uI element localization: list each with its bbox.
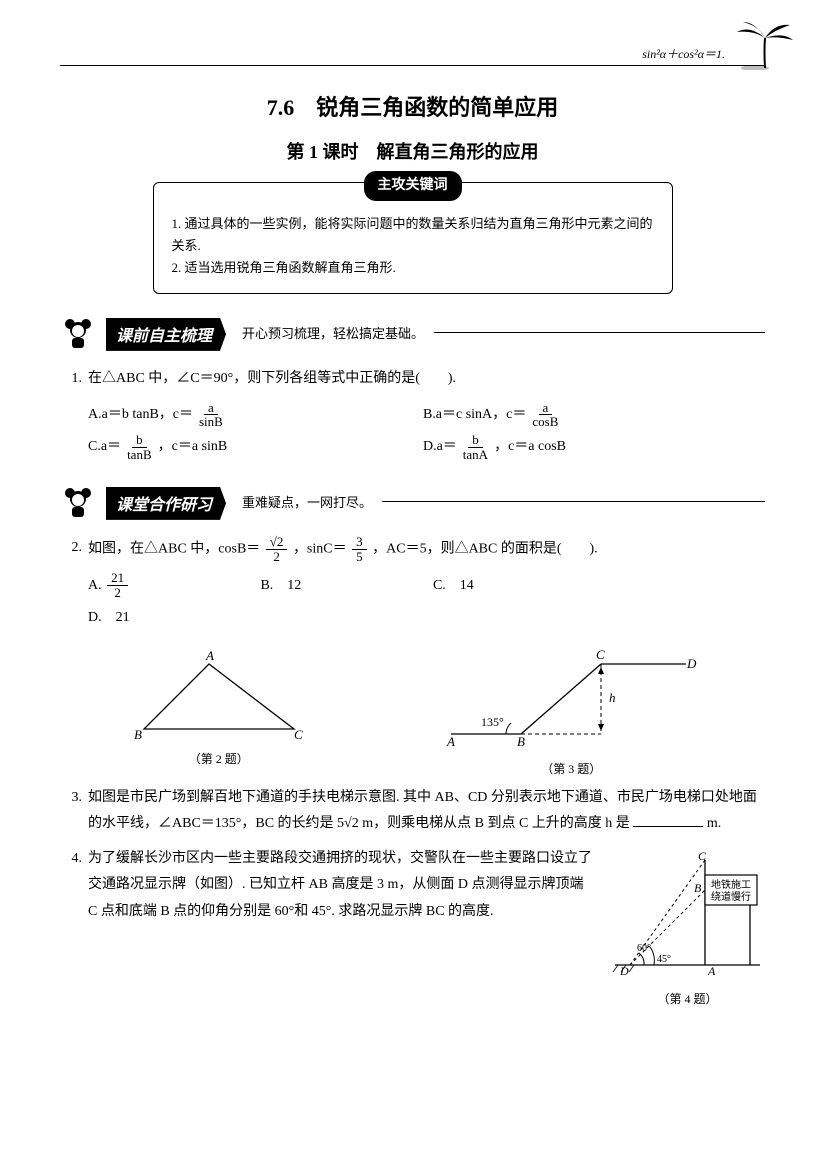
svg-text:60°: 60° bbox=[637, 943, 651, 954]
problem-number: 1. bbox=[60, 366, 88, 463]
frac-num: a bbox=[204, 401, 218, 416]
problem-number: 3. bbox=[60, 785, 88, 838]
option-a: A. 212 bbox=[88, 570, 250, 602]
section-preview-head: 课前自主梳理 开心预习梳理，轻松搞定基础。 bbox=[60, 316, 765, 352]
header-formula: sin²α＋cos²α＝1. bbox=[642, 45, 725, 62]
figure-2: A B C （第 2 题） bbox=[124, 644, 314, 781]
frac-num: 3 bbox=[352, 535, 367, 550]
frac-den: tanA bbox=[459, 448, 492, 462]
option-label: D. bbox=[423, 431, 437, 463]
option-text: a＝ bbox=[101, 431, 121, 463]
frac-den: 5 bbox=[352, 550, 367, 564]
option-b: B. a＝c sinA，c＝ acosB bbox=[423, 399, 748, 431]
problem-number: 4. bbox=[60, 846, 88, 1017]
frac-den: cosB bbox=[528, 415, 562, 429]
keyword-label: 主攻关键词 bbox=[364, 171, 462, 201]
fill-blank[interactable] bbox=[633, 813, 703, 827]
keyword-item: 1. 通过具体的一些实例，能将实际问题中的数量关系归结为直角三角形中元素之间的关… bbox=[172, 213, 654, 257]
section-class-head: 课堂合作研习 重难疑点，一网打尽。 bbox=[60, 485, 765, 521]
problem-3: 3. 如图是市民广场到解百地下通道的手扶电梯示意图. 其中 AB、CD 分别表示… bbox=[60, 785, 765, 838]
frac-num: b bbox=[468, 433, 483, 448]
problem-stem: 为了缓解长沙市区内一些主要路段交通拥挤的现状，交警队在一些主要路口设立了交通路况… bbox=[88, 851, 592, 919]
frac-den: 2 bbox=[110, 586, 125, 600]
problem-stem: 在△ABC 中，∠C＝90°，则下列各组等式中正确的是( ). bbox=[88, 371, 456, 386]
page-subtitle: 第 1 课时 解直角三角形的应用 bbox=[60, 138, 765, 164]
svg-text:C: C bbox=[294, 727, 303, 742]
option-b: B. 12 bbox=[260, 570, 422, 602]
frac-num: 21 bbox=[107, 571, 128, 586]
figure-4: 地铁施工 绕道慢行 60° 45° D A B C bbox=[610, 850, 765, 1011]
option-text: ，c＝a cosB bbox=[494, 431, 566, 463]
svg-text:绕道慢行: 绕道慢行 bbox=[711, 890, 751, 903]
frac-den: 2 bbox=[269, 550, 284, 564]
mascot-icon bbox=[60, 316, 96, 352]
section-ribbon: 课前自主梳理 bbox=[106, 318, 226, 351]
option-d: D. a＝ btanA ，c＝a cosB bbox=[423, 431, 748, 463]
option-label: A. bbox=[88, 399, 102, 431]
frac-den: sinB bbox=[195, 415, 227, 429]
svg-text:D: D bbox=[619, 964, 629, 978]
header-divider bbox=[60, 65, 765, 66]
palm-icon bbox=[735, 20, 795, 70]
option-d: D. 21 bbox=[88, 602, 250, 634]
svg-text:h: h bbox=[609, 690, 616, 705]
frac-num: b bbox=[132, 433, 147, 448]
svg-text:135°: 135° bbox=[481, 715, 504, 729]
problem-stem: ，sinC＝ bbox=[293, 542, 347, 557]
svg-text:A: A bbox=[205, 648, 214, 663]
option-label: C. bbox=[88, 431, 101, 463]
svg-text:C: C bbox=[698, 850, 707, 863]
mascot-icon bbox=[60, 485, 96, 521]
option-label: B. bbox=[423, 399, 436, 431]
keyword-box: 主攻关键词 1. 通过具体的一些实例，能将实际问题中的数量关系归结为直角三角形中… bbox=[153, 182, 673, 294]
figure-caption: （第 2 题） bbox=[124, 748, 314, 771]
figure-caption: （第 4 题） bbox=[610, 988, 765, 1011]
svg-text:地铁施工: 地铁施工 bbox=[711, 878, 751, 891]
frac-num: √2 bbox=[266, 535, 288, 550]
option-label: A. bbox=[88, 570, 102, 602]
svg-text:B: B bbox=[134, 727, 142, 742]
section-note: 重难疑点，一网打尽。 bbox=[242, 492, 372, 511]
svg-text:B: B bbox=[517, 734, 525, 749]
problem-number: 2. bbox=[60, 535, 88, 634]
section-note: 开心预习梳理，轻松搞定基础。 bbox=[242, 323, 424, 342]
svg-text:A: A bbox=[446, 734, 455, 749]
figure-caption: （第 3 题） bbox=[441, 758, 701, 781]
figure-3: 135° A B C D h （第 3 题） bbox=[441, 644, 701, 781]
problem-stem: ，AC＝5，则△ABC 的面积是( ). bbox=[372, 542, 598, 557]
option-a: A. a＝b tanB，c＝ asinB bbox=[88, 399, 413, 431]
figure-row: A B C （第 2 题） 135° A B C D h bbox=[60, 644, 765, 781]
section-ribbon: 课堂合作研习 bbox=[106, 487, 226, 520]
problem-stem: 如图，在△ABC 中，cosB＝ bbox=[88, 542, 260, 557]
page-title: 7.6 锐角三角函数的简单应用 bbox=[60, 90, 765, 122]
option-text: a＝c sinA，c＝ bbox=[436, 399, 527, 431]
frac-den: tanB bbox=[123, 448, 156, 462]
svg-text:B: B bbox=[694, 881, 702, 895]
svg-text:A: A bbox=[707, 964, 716, 978]
keyword-item: 2. 适当选用锐角三角函数解直角三角形. bbox=[172, 257, 654, 279]
frac-num: a bbox=[539, 401, 553, 416]
problem-stem: m. bbox=[707, 816, 721, 831]
option-text: a＝ bbox=[437, 431, 457, 463]
problem-1: 1. 在△ABC 中，∠C＝90°，则下列各组等式中正确的是( ). A. a＝… bbox=[60, 366, 765, 463]
svg-text:D: D bbox=[686, 656, 697, 671]
option-text: a＝b tanB，c＝ bbox=[102, 399, 193, 431]
svg-text:45°: 45° bbox=[657, 954, 671, 965]
problem-4: 4. 地铁施工 绕道慢行 60° 45° D A bbox=[60, 846, 765, 1017]
problem-2: 2. 如图，在△ABC 中，cosB＝ √22 ，sinC＝ 35 ，AC＝5，… bbox=[60, 535, 765, 634]
svg-text:C: C bbox=[596, 647, 605, 662]
option-c: C. 14 bbox=[433, 570, 595, 602]
option-text: ，c＝a sinB bbox=[158, 431, 228, 463]
option-c: C. a＝ btanB ，c＝a sinB bbox=[88, 431, 413, 463]
